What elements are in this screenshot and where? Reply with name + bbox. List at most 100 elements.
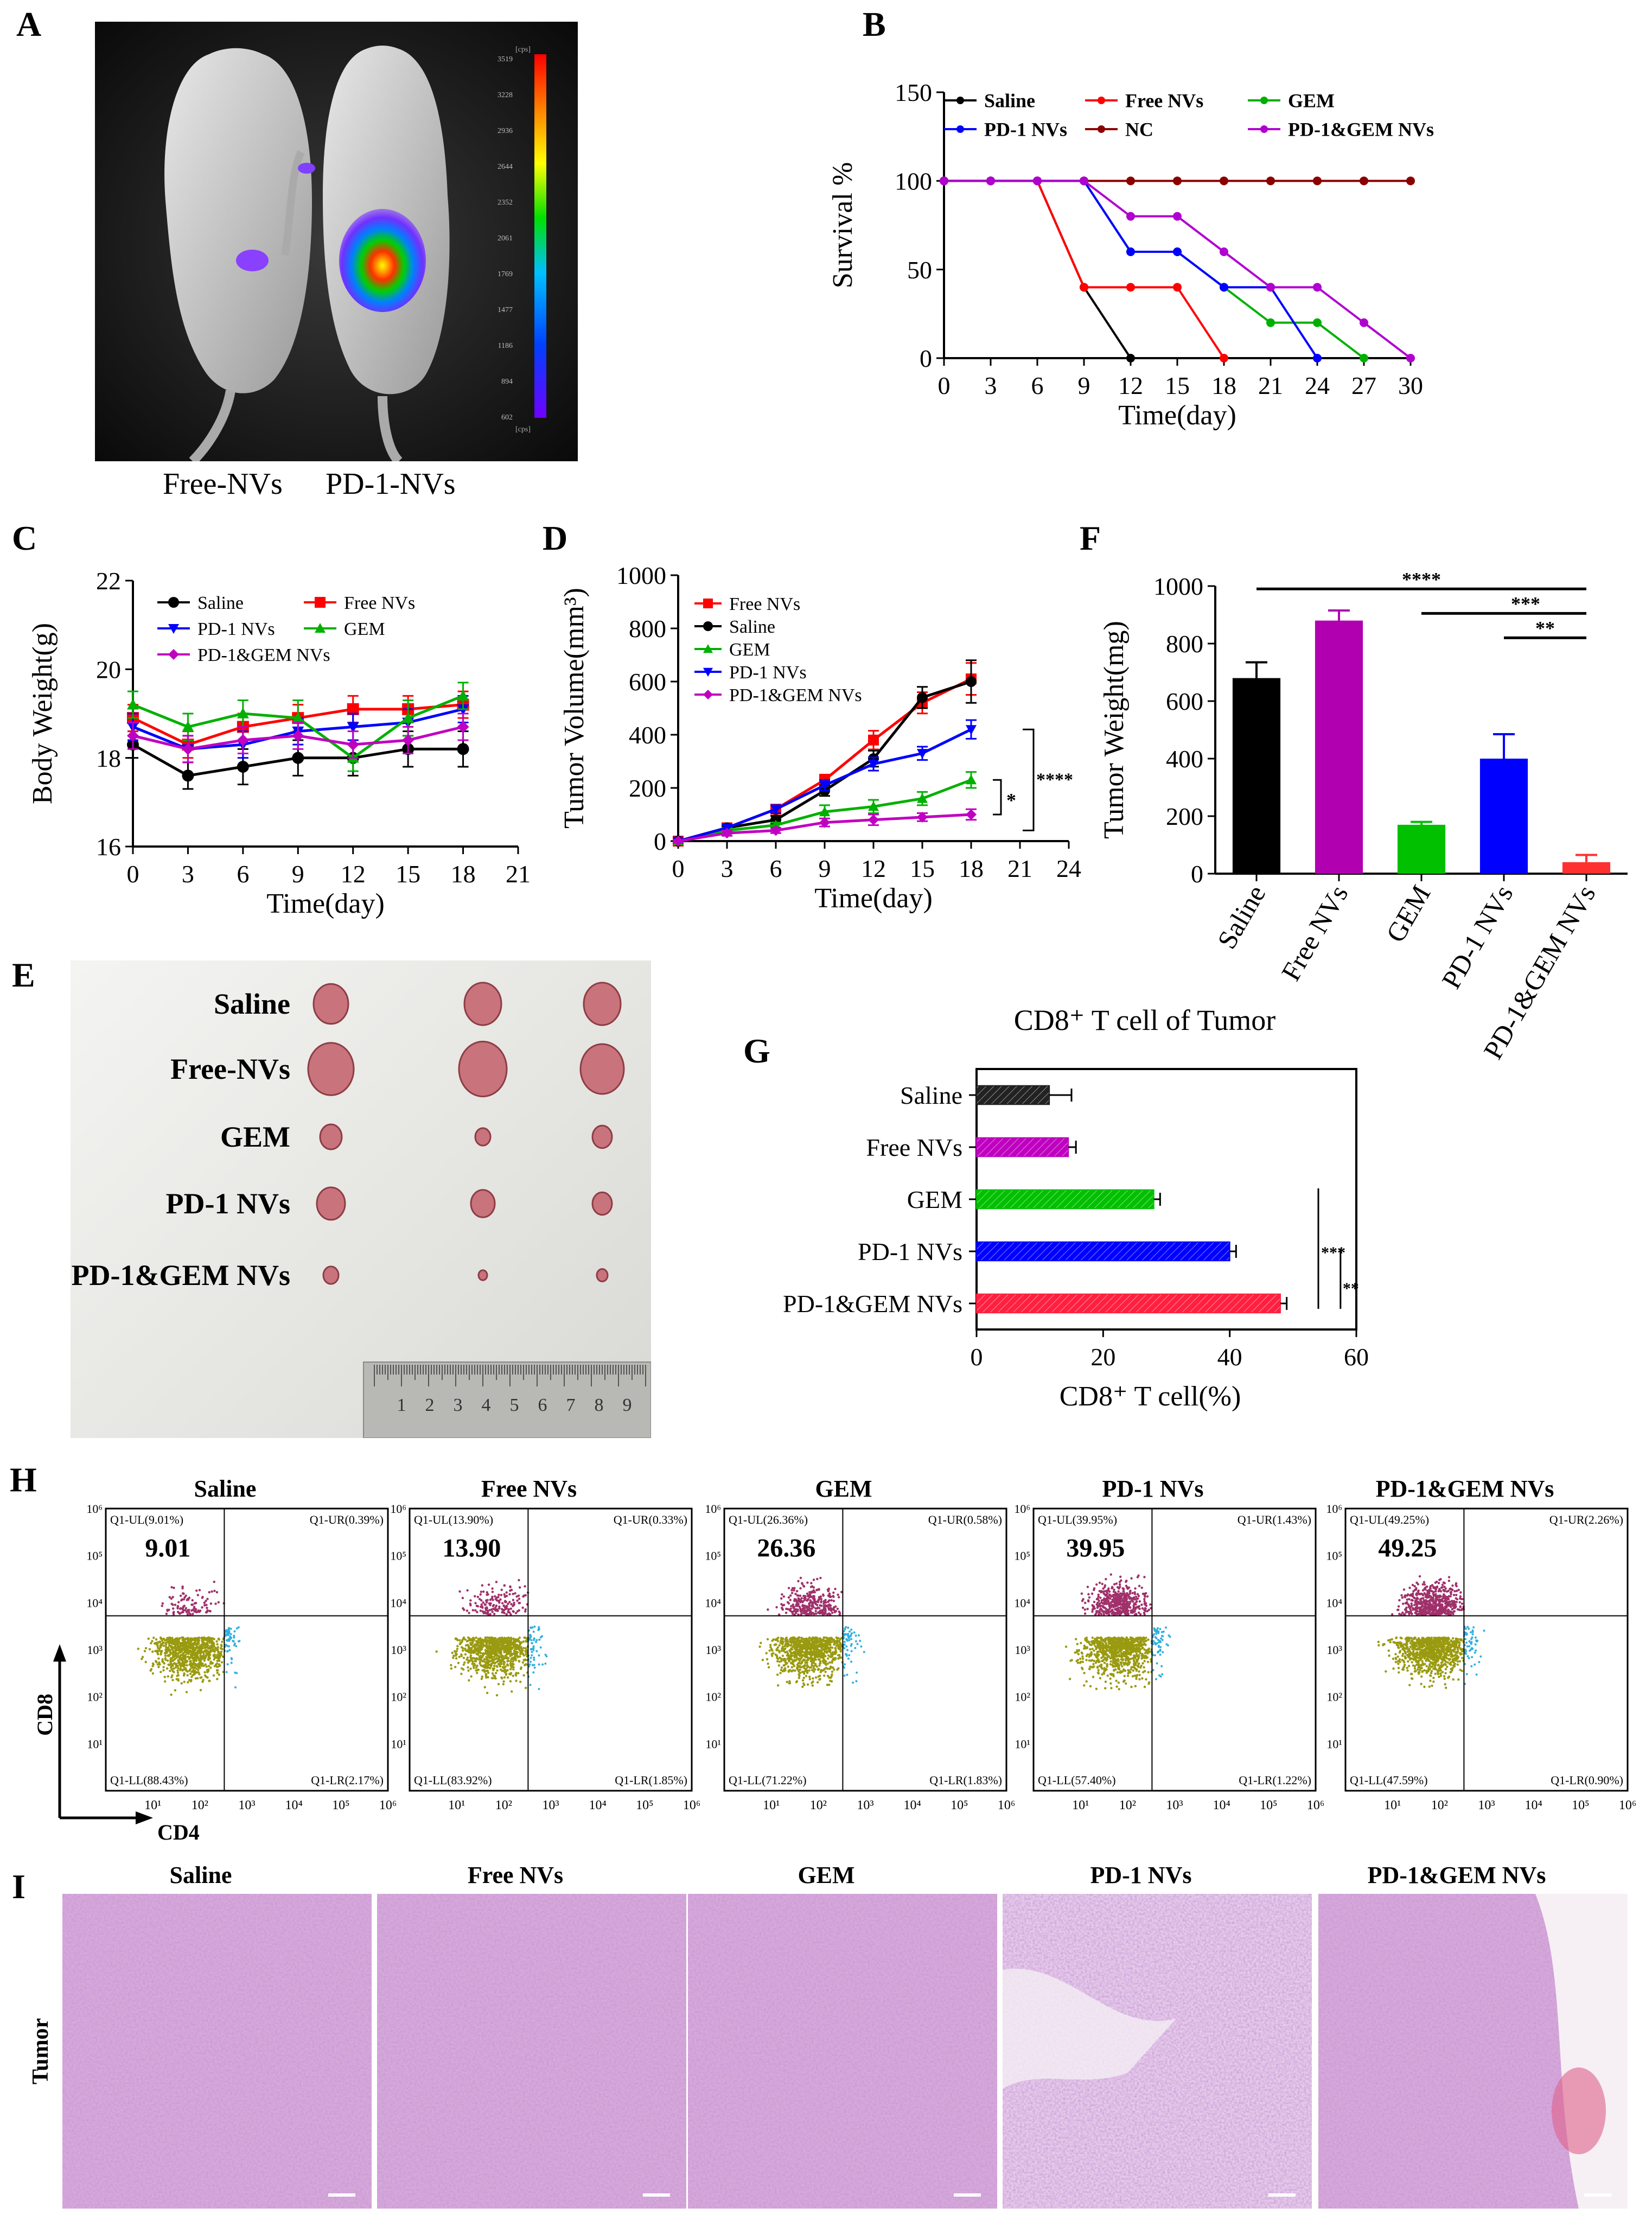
panel-a-caption-free: Free-NVs — [163, 467, 283, 501]
x-tick-label: 18 — [451, 860, 476, 888]
quadrant-lr: Q1-LR(0.90%) — [1551, 1773, 1623, 1787]
y-tick-label: PD-1&GEM NVs — [783, 1290, 962, 1318]
quadrant-ll: Q1-LL(47.59%) — [1350, 1773, 1428, 1787]
panel-letter-i: I — [12, 1867, 25, 1906]
data-point — [402, 712, 414, 723]
legend-label: PD-1&GEM NVs — [729, 685, 862, 705]
colorbar-tick: 2352 — [497, 199, 513, 207]
x-tick-label: 0 — [127, 860, 139, 888]
y-tick-label: 10⁵ — [1014, 1549, 1030, 1563]
panel-letter-d: D — [543, 519, 568, 557]
y-tick-label: 10³ — [391, 1643, 406, 1657]
y-tick-label: 18 — [96, 745, 121, 772]
x-tick-label: Saline — [1211, 880, 1272, 954]
x-tick-label: 21 — [1258, 372, 1283, 399]
legend-label: PD-1 NVs — [984, 119, 1067, 141]
data-point — [457, 743, 469, 755]
chart-g-cd8: CD8⁺ T cell of Tumor 0 20 40 60 CD8⁺ T cell(%… — [783, 1004, 1369, 1412]
tumor-sample — [316, 1186, 346, 1221]
data-point — [1126, 212, 1135, 221]
data-point — [1033, 176, 1042, 186]
x-tick-label: 9 — [1078, 372, 1090, 399]
legend-free-nvs: Free NVs — [694, 594, 800, 614]
data-point — [402, 734, 414, 746]
legend-marker — [315, 623, 326, 633]
flow-plot-pd-1-nvs: PD-1 NVs Q1-UL(39.95%) Q1-UR(1.43%) Q1-LL(5… — [1014, 1475, 1324, 1812]
ruler-label: 3 — [454, 1395, 463, 1415]
tumor-sample — [477, 1269, 488, 1281]
x-tick-label: GEM — [1380, 880, 1436, 947]
scale-unit-bottom: [cps] — [515, 425, 531, 434]
y-axis-label: Survival % — [827, 162, 858, 289]
data-point — [819, 781, 830, 791]
panel-letter-e: E — [12, 956, 35, 994]
significance-label: ** — [1343, 1280, 1359, 1297]
tumor-sample — [322, 1265, 340, 1285]
x-tick-label: 21 — [506, 860, 531, 888]
quadrant-ul: Q1-UL(49.25%) — [1350, 1513, 1429, 1526]
flow-dots — [1377, 1575, 1485, 1689]
legend-label: Saline — [984, 90, 1035, 112]
x-tick-label: 27 — [1351, 372, 1376, 399]
data-point — [966, 676, 977, 687]
quadrant-ul: Q1-UL(13.90%) — [414, 1513, 493, 1526]
y-tick-label: 10⁶ — [86, 1502, 103, 1516]
x-axis-label: Time(day) — [1118, 400, 1236, 431]
data-point — [182, 721, 194, 732]
ruler-label: 2 — [425, 1395, 435, 1415]
x-tick-label: 10¹ — [763, 1798, 780, 1812]
left-mouse — [164, 48, 312, 393]
x-tick-label: 9 — [292, 860, 304, 888]
data-point — [1313, 176, 1322, 186]
colorbar-tick: 2644 — [497, 163, 513, 171]
flow-plot-frame — [105, 1507, 389, 1792]
data-point — [1173, 283, 1182, 292]
x-tick-label: 9 — [819, 855, 831, 882]
x-tick-label: 21 — [1007, 855, 1032, 882]
y-tick-label: 0 — [1191, 860, 1203, 888]
y-tick-label: 20 — [96, 656, 121, 683]
x-tick-label: 6 — [237, 860, 249, 888]
bar-gem — [976, 1189, 1155, 1210]
y-tick-label: 150 — [895, 79, 932, 106]
tumor-row-label: PD-1&GEM NVs — [72, 1259, 290, 1292]
legend-label: GEM — [1288, 90, 1335, 112]
x-tick-label: 12 — [861, 855, 886, 882]
histology-title: Free NVs — [468, 1862, 563, 1888]
legend-marker — [703, 621, 713, 631]
chart-f-tumor-weight: 0 200 400 600 800 1000 Tumor Weight(mg) Saline F… — [1101, 568, 1628, 1064]
tumor-sample — [319, 1123, 343, 1150]
x-tick-label: 3 — [985, 372, 997, 399]
y-tick-label: 10³ — [87, 1643, 103, 1657]
flow-dots — [137, 1580, 241, 1696]
series-pd-1-nvs — [940, 176, 1322, 362]
legend-marker — [956, 125, 964, 133]
y-tick-label: PD-1 NVs — [858, 1238, 962, 1265]
x-tick-label: 10⁵ — [1572, 1798, 1589, 1812]
x-tick-label: 60 — [1344, 1343, 1369, 1371]
data-point — [1360, 176, 1368, 186]
x-tick-label: 10⁴ — [1213, 1798, 1230, 1812]
data-point — [1220, 176, 1228, 186]
tumor-sample — [312, 983, 349, 1025]
flow-dots — [758, 1576, 865, 1688]
quadrant-ll: Q1-LL(88.43%) — [110, 1773, 188, 1787]
flow-plot-pd-1-gem-nvs: PD-1&GEM NVs Q1-UL(49.25%) Q1-UR(2.26%) Q1-… — [1326, 1475, 1636, 1812]
x-axis-label: CD8⁺ T cell(%) — [1060, 1381, 1241, 1412]
bar-saline — [976, 1085, 1050, 1105]
flow-plot-saline: Saline Q1-UL(9.01%) Q1-UR(0.39%) Q1-LL(88.4… — [86, 1475, 397, 1812]
data-point — [868, 734, 879, 746]
data-point — [1266, 176, 1275, 186]
y-tick-label: 10⁵ — [390, 1549, 406, 1563]
x-tick-label: Free NVs — [1275, 880, 1354, 986]
y-tick-label: 22 — [96, 567, 121, 595]
legend-marker — [168, 649, 179, 660]
bar-free-nvs — [976, 1137, 1069, 1157]
legend-label: Saline — [729, 617, 775, 637]
y-tick-label: 400 — [1166, 745, 1203, 773]
x-tick-label: 3 — [721, 855, 733, 882]
colorbar-ticks: 3519 3228 2936 2644 2352 2061 1769 1477 1186 894 6… — [497, 55, 513, 422]
tumor-sample — [591, 1191, 613, 1216]
tumor-row-label: GEM — [220, 1121, 290, 1153]
flow-plot-title: PD-1 NVs — [1102, 1475, 1204, 1502]
